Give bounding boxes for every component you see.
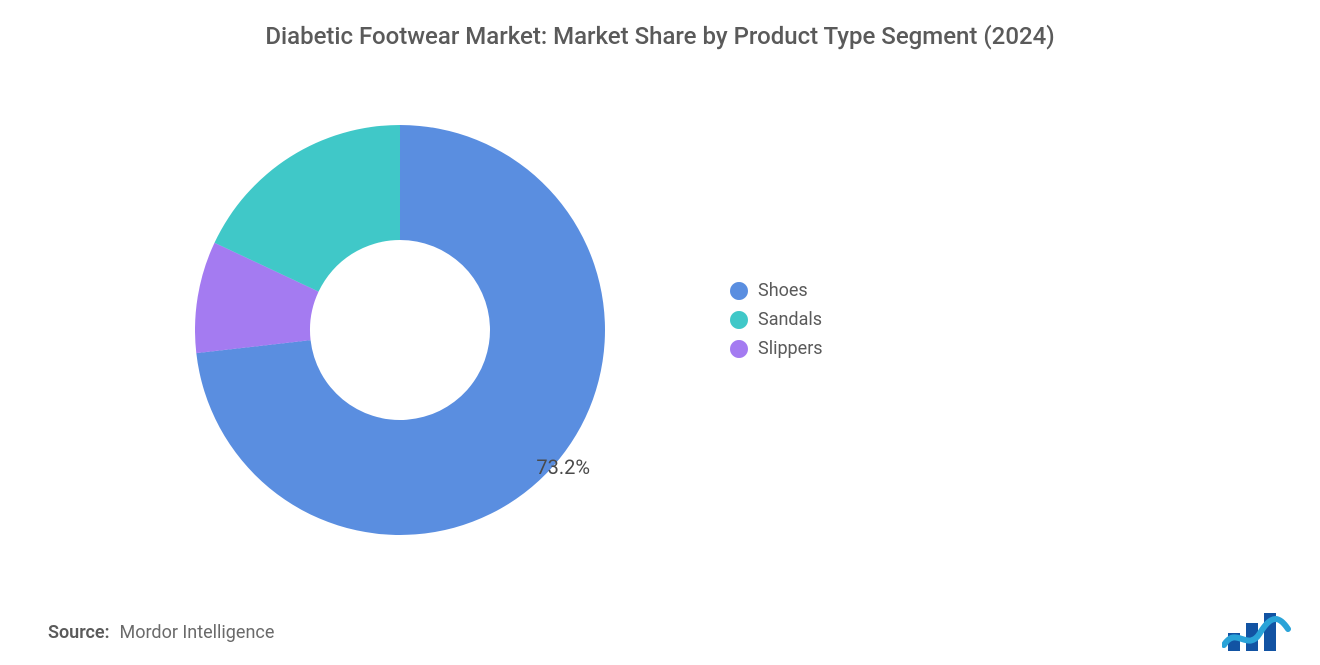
source-label: Source: [48, 622, 110, 643]
chart-title: Diabetic Footwear Market: Market Share b… [0, 22, 1320, 50]
legend-swatch [730, 282, 748, 300]
legend-label: Sandals [758, 309, 822, 330]
chart-page: { "title": { "text": "Diabetic Footwear … [0, 0, 1320, 665]
brand-logo-svg [1222, 605, 1292, 651]
donut-chart: 73.2% [195, 125, 605, 535]
legend-item-sandals: Sandals [730, 309, 823, 330]
slice-value-label: 73.2% [536, 455, 590, 479]
legend-swatch [730, 340, 748, 358]
legend-item-shoes: Shoes [730, 280, 823, 301]
legend-item-slippers: Slippers [730, 338, 823, 359]
source-attribution: Source: Mordor Intelligence [48, 622, 274, 643]
legend-label: Shoes [758, 280, 808, 301]
brand-logo [1222, 605, 1292, 651]
legend-label: Slippers [758, 338, 823, 359]
source-text: Mordor Intelligence [120, 622, 275, 643]
legend: Shoes Sandals Slippers [730, 280, 823, 359]
legend-swatch [730, 311, 748, 329]
